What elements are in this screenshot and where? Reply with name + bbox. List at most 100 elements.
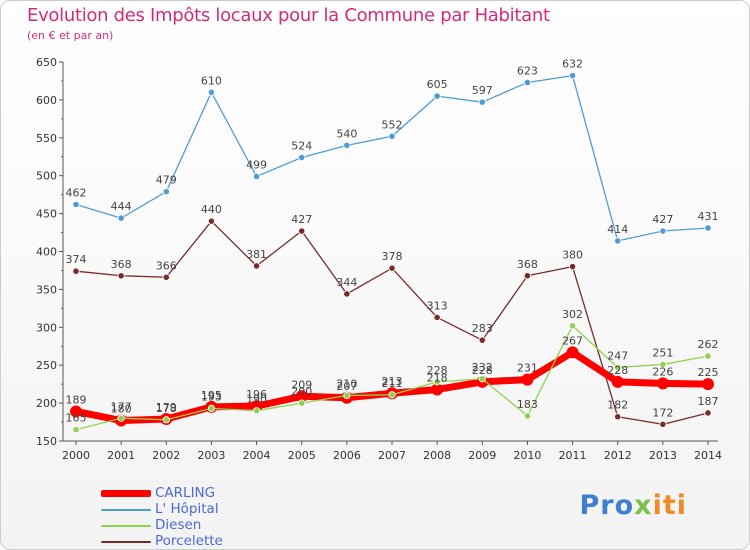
- data-label-porcelette-2000: 374: [66, 253, 87, 266]
- data-label-diesen-2006: 210: [336, 378, 357, 391]
- point-diesen-2005: [298, 399, 306, 407]
- legend-swatch-porcelette: [101, 541, 151, 543]
- point-diesen-2014: [704, 352, 712, 360]
- data-label-porcelette-2011: 380: [562, 249, 583, 262]
- data-label-carling-2003: 195: [201, 389, 222, 402]
- point-l-hopital-2013: [659, 227, 667, 235]
- data-label-porcelette-2014: 187: [698, 395, 719, 408]
- point-l-hopital-2007: [388, 132, 396, 140]
- point-porcelette-2005: [298, 227, 306, 235]
- logo-part-2: x: [634, 490, 653, 521]
- data-label-l-hopital-2009: 597: [472, 84, 493, 97]
- data-label-carling-2006: 207: [336, 380, 357, 393]
- data-label-l-hopital-2008: 605: [427, 78, 448, 91]
- point-porcelette-2003: [207, 217, 216, 225]
- data-label-porcelette-2004: 381: [246, 248, 267, 261]
- y-tick-label-450: 450: [36, 208, 57, 221]
- data-label-diesen-2009: 232: [472, 361, 493, 374]
- data-label-porcelette-2006: 344: [336, 276, 357, 289]
- point-diesen-2002: [162, 416, 170, 424]
- point-l-hopital-2005: [298, 153, 306, 162]
- point-porcelette-2000: [72, 267, 80, 275]
- x-tick-label-2010: 2010: [513, 449, 541, 462]
- data-label-l-hopital-2002: 479: [156, 174, 177, 187]
- y-tick-label-600: 600: [36, 94, 57, 107]
- data-label-porcelette-2012: 182: [607, 399, 628, 412]
- y-tick-label-550: 550: [36, 132, 57, 145]
- y-tick-label-350: 350: [36, 283, 57, 296]
- data-label-porcelette-2008: 313: [427, 299, 448, 312]
- data-label-carling-2007: 213: [382, 375, 403, 388]
- point-porcelette-2012: [614, 413, 622, 421]
- x-tick-label-2005: 2005: [288, 449, 316, 462]
- data-label-l-hopital-2003: 610: [201, 74, 222, 87]
- x-tick-label-2014: 2014: [694, 449, 722, 462]
- point-l-hopital-2014: [704, 224, 712, 232]
- legend-swatch-carling: [101, 490, 151, 497]
- data-label-diesen-2002: 178: [156, 402, 177, 415]
- point-carling-2011: [566, 346, 579, 359]
- chart-series: [70, 72, 714, 434]
- legend-label-porcelette: Porcelette: [155, 533, 223, 549]
- data-label-carling-2000: 189: [66, 393, 87, 406]
- data-label-carling-2009: 228: [472, 364, 493, 377]
- x-tick-label-2006: 2006: [333, 449, 361, 462]
- y-tick-label-500: 500: [36, 170, 57, 183]
- data-label-l-hopital-2000: 462: [66, 187, 87, 200]
- point-carling-2008: [431, 383, 444, 396]
- data-label-porcelette-2002: 366: [156, 259, 177, 272]
- legend-item-carling: CARLING: [99, 485, 299, 502]
- chart-subtitle: (en € et par an): [27, 29, 114, 42]
- data-label-porcelette-2005: 427: [291, 213, 312, 226]
- data-label-diesen-2014: 262: [698, 338, 719, 351]
- legend-swatch-l-hopital: [101, 509, 151, 511]
- point-diesen-2004: [252, 407, 261, 415]
- point-diesen-2008: [433, 378, 441, 386]
- point-carling-2000: [70, 405, 82, 418]
- data-label-diesen-2004: 190: [246, 393, 267, 406]
- x-tick-label-2001: 2001: [107, 449, 135, 462]
- point-diesen-2011: [568, 322, 577, 330]
- data-label-carling-2012: 228: [607, 364, 628, 377]
- point-carling-2014: [702, 378, 714, 391]
- data-label-l-hopital-2001: 444: [111, 200, 132, 213]
- point-l-hopital-2002: [162, 188, 170, 196]
- x-tick-label-2003: 2003: [197, 449, 225, 462]
- point-porcelette-2007: [388, 264, 396, 272]
- x-tick-label-2009: 2009: [468, 449, 496, 462]
- data-label-diesen-2010: 183: [517, 398, 538, 411]
- point-carling-2010: [521, 373, 534, 386]
- x-tick-label-2007: 2007: [378, 449, 406, 462]
- data-label-diesen-2000: 165: [66, 412, 87, 425]
- logo-part-1: Pro: [579, 490, 635, 521]
- data-label-carling-2013: 226: [652, 365, 673, 378]
- data-label-l-hopital-2011: 632: [562, 58, 583, 71]
- data-label-l-hopital-2012: 414: [607, 223, 628, 236]
- data-label-carling-2001: 180: [111, 403, 132, 416]
- point-diesen-2003: [207, 404, 216, 413]
- point-diesen-2010: [523, 412, 532, 420]
- y-tick-label-400: 400: [36, 246, 57, 259]
- data-label-diesen-2001: 177: [111, 400, 132, 413]
- data-label-l-hopital-2014: 431: [698, 210, 719, 223]
- data-label-diesen-2007: 211: [382, 377, 403, 390]
- data-label-carling-2002: 179: [156, 401, 177, 414]
- y-tick-label-300: 300: [36, 321, 57, 334]
- data-label-l-hopital-2013: 427: [652, 213, 673, 226]
- x-tick-label-2000: 2000: [62, 449, 90, 462]
- point-porcelette-2002: [162, 273, 170, 281]
- y-tick-label-250: 250: [36, 359, 57, 372]
- point-carling-2012: [611, 375, 624, 388]
- point-diesen-2013: [659, 360, 667, 369]
- x-tick-label-2013: 2013: [649, 449, 677, 462]
- series-line-l-hopital: [75, 74, 709, 242]
- point-porcelette-2001: [117, 272, 125, 280]
- data-label-l-hopital-2010: 623: [517, 64, 538, 77]
- legend-label-carling: CARLING: [155, 485, 216, 501]
- point-diesen-2006: [343, 391, 351, 400]
- chart-axes: 150 200 250 300 350 400 450 500 550 600 650 2000 200…: [36, 56, 722, 462]
- point-l-hopital-2012: [614, 237, 622, 245]
- point-l-hopital-2011: [568, 72, 577, 80]
